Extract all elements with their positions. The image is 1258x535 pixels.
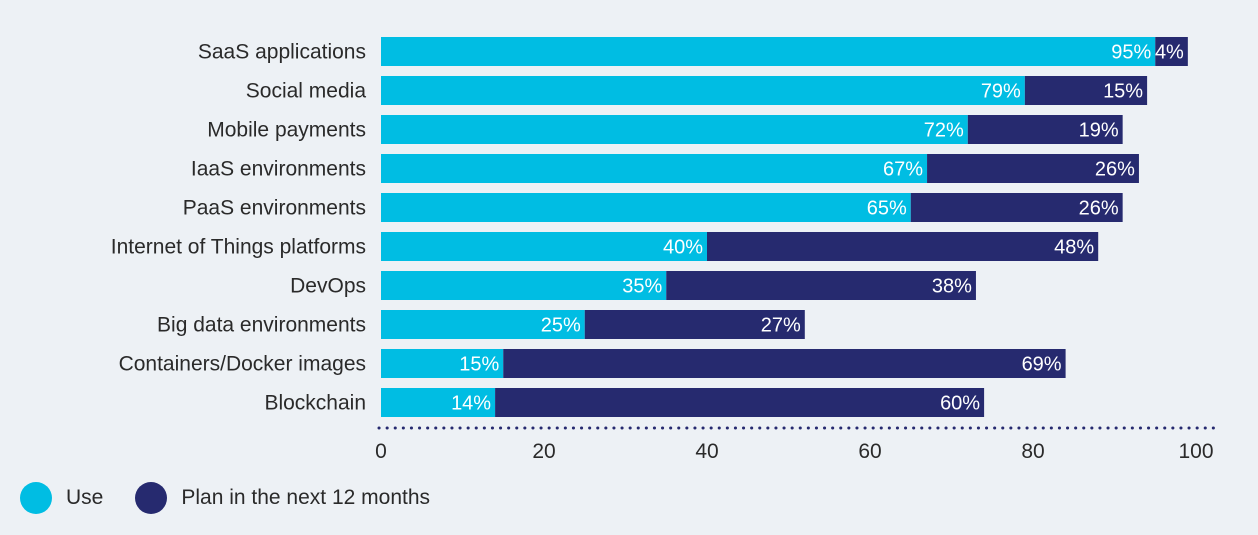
bar-label-plan: 48% [1054, 237, 1094, 259]
legend-item-plan: Plan in the next 12 months [135, 482, 430, 514]
x-tick-label: 20 [532, 440, 555, 463]
bar-label-plan: 15% [1103, 81, 1143, 103]
x-tick-label: 60 [858, 440, 881, 463]
bar-plan [967, 115, 1123, 144]
legend-swatch-use [20, 482, 52, 514]
bar-use [381, 37, 1156, 66]
category-label: PaaS environments [183, 197, 366, 220]
bar-plan [584, 310, 805, 339]
bar-label-plan: 19% [1079, 120, 1119, 142]
bar-label-plan: 26% [1095, 159, 1135, 181]
category-label: Containers/Docker images [119, 353, 366, 376]
bar-label-use: 65% [867, 198, 907, 220]
bar-label-plan: 27% [761, 315, 801, 337]
legend-swatch-plan [135, 482, 168, 514]
x-tick-label: 100 [1178, 440, 1213, 463]
category-label: IaaS environments [191, 158, 366, 181]
bar-label-use: 25% [541, 315, 581, 337]
bar-use [381, 76, 1025, 105]
bar-use [381, 193, 911, 222]
legend-item-use: Use [20, 482, 103, 514]
bar-label-use: 72% [924, 120, 964, 142]
bar-plan [910, 193, 1123, 222]
bar-label-plan: 60% [940, 393, 980, 415]
bar-plan [495, 388, 985, 417]
bar-label-use: 67% [883, 159, 923, 181]
bar-label-plan: 26% [1079, 198, 1119, 220]
bar-plan [707, 232, 1099, 261]
x-tick-label: 80 [1021, 440, 1044, 463]
bar-plan [503, 349, 1066, 378]
category-label: SaaS applications [198, 41, 366, 64]
category-label: Blockchain [264, 392, 366, 415]
bar-use [381, 349, 504, 378]
category-label: DevOps [290, 275, 366, 298]
legend-label-use: Use [66, 486, 104, 509]
bar-plan [1024, 76, 1148, 105]
legend: Use Plan in the next 12 months [20, 482, 462, 514]
bar-use [381, 232, 707, 261]
category-label: Mobile payments [207, 119, 366, 142]
bar-label-plan: 69% [1022, 354, 1062, 376]
bar-plan [666, 271, 976, 300]
bar-use [381, 271, 667, 300]
bar-label-use: 14% [451, 393, 491, 415]
bar-label-use: 95% [1111, 42, 1151, 64]
bar-plan [927, 154, 1139, 183]
bar-use [381, 154, 928, 183]
category-label: Big data environments [157, 314, 366, 337]
bar-use [381, 310, 585, 339]
x-tick-label: 40 [695, 440, 718, 463]
bar-label-use: 35% [622, 276, 662, 298]
category-label: Internet of Things platforms [111, 236, 366, 259]
category-label: Social media [246, 80, 367, 103]
x-tick-label: 0 [375, 440, 387, 463]
bar-label-use: 40% [663, 237, 703, 259]
bar-label-use: 79% [981, 81, 1021, 103]
legend-label-plan: Plan in the next 12 months [181, 486, 431, 509]
bar-use [381, 388, 496, 417]
bar-label-plan: 38% [932, 276, 972, 298]
bar-plan [1155, 37, 1188, 66]
bar-label-plan: 4% [1155, 42, 1184, 64]
bar-label-use: 15% [459, 354, 499, 376]
bar-use [381, 115, 968, 144]
